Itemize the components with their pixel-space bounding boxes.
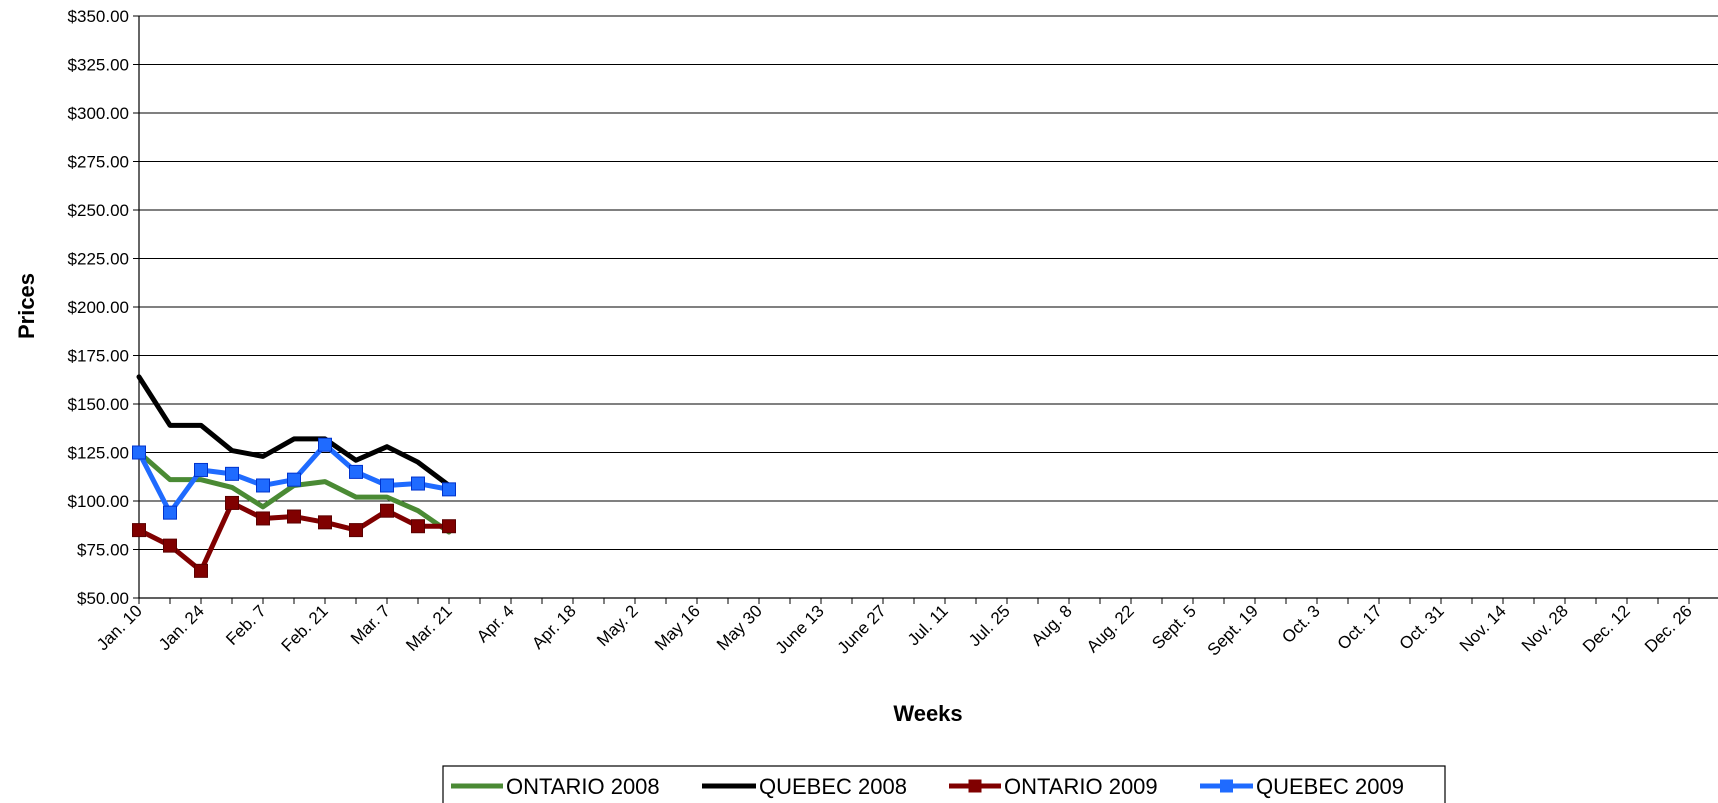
data-point-ontario-2009 — [287, 509, 301, 524]
legend-label-quebec-2009: QUEBEC 2009 — [1256, 774, 1404, 799]
x-tick-label: Sept. 19 — [1204, 601, 1262, 659]
x-tick-label: Jan. 24 — [155, 601, 208, 654]
x-tick-label: Jul. 11 — [904, 601, 952, 649]
x-tick-label: May 30 — [713, 601, 766, 654]
axes — [133, 15, 1718, 604]
x-axis-tick-labels: Jan. 10 Jan. 24 Feb. 7 Feb. 21 Mar. 7 Mar. 21… — [93, 601, 1696, 659]
x-tick-label: Apr. 18 — [528, 601, 580, 653]
x-tick-label: June 13 — [772, 601, 828, 657]
data-point-quebec-2009 — [132, 445, 146, 460]
y-tick-label: $275.00 — [68, 153, 129, 172]
x-tick-label: Nov. 28 — [1518, 601, 1572, 655]
y-tick-label: $175.00 — [68, 347, 129, 366]
x-tick-label: Oct. 31 — [1396, 601, 1448, 653]
data-point-ontario-2009 — [132, 523, 146, 538]
legend-box — [442, 765, 1446, 803]
x-tick-label: Feb. 21 — [278, 601, 332, 655]
x-tick-label: May. 2 — [593, 601, 642, 650]
x-tick-label: Oct. 3 — [1278, 601, 1324, 647]
data-point-quebec-2009 — [194, 462, 208, 477]
y-tick-label: $75.00 — [77, 541, 129, 560]
y-axis-title: Prices — [14, 273, 39, 339]
y-tick-label: $325.00 — [68, 56, 129, 75]
data-point-ontario-2009 — [163, 538, 177, 553]
x-tick-label: May 16 — [651, 601, 704, 654]
x-tick-label: Dec. 12 — [1579, 601, 1634, 656]
x-tick-label: Dec. 26 — [1641, 601, 1696, 656]
legend-marker-ontario-2009 — [968, 779, 982, 793]
y-tick-label: $150.00 — [68, 395, 129, 414]
x-tick-label: Apr. 4 — [473, 601, 518, 646]
series-lines — [132, 374, 456, 578]
data-point-quebec-2009 — [411, 476, 425, 491]
data-point-quebec-2009 — [318, 437, 332, 452]
gridlines — [139, 15, 1718, 550]
data-point-quebec-2009 — [380, 478, 394, 493]
x-tick-label: Jul. 25 — [965, 601, 1014, 650]
y-tick-label: $225.00 — [68, 250, 129, 269]
x-tick-label: June 27 — [834, 601, 890, 657]
data-point-ontario-2009 — [349, 523, 363, 538]
x-tick-label: Jan. 10 — [93, 601, 146, 654]
legend-label-quebec-2008: QUEBEC 2008 — [759, 774, 907, 799]
data-point-quebec-2009 — [287, 472, 301, 487]
y-tick-label: $100.00 — [68, 492, 129, 511]
y-tick-label: $200.00 — [68, 298, 129, 317]
data-point-quebec-2009 — [256, 478, 270, 493]
y-tick-label: $125.00 — [68, 444, 129, 463]
data-point-ontario-2009 — [225, 495, 239, 510]
data-point-ontario-2009 — [380, 503, 394, 518]
data-point-ontario-2009 — [442, 519, 456, 534]
x-tick-label: Mar. 7 — [347, 601, 394, 648]
x-tick-label: Aug. 8 — [1028, 601, 1076, 649]
legend-marker-quebec-2009 — [1220, 779, 1233, 793]
data-point-ontario-2009 — [411, 519, 425, 534]
data-point-quebec-2009 — [442, 482, 456, 497]
y-tick-label: $350.00 — [68, 7, 129, 26]
data-point-quebec-2009 — [225, 466, 239, 481]
data-point-ontario-2009 — [256, 511, 270, 526]
y-tick-label: $300.00 — [68, 104, 129, 123]
x-axis-title: Weeks — [893, 701, 962, 726]
x-tick-label: Feb. 7 — [222, 601, 270, 649]
x-tick-label: Aug. 22 — [1083, 601, 1138, 656]
series-line-quebec-2008 — [136, 374, 452, 488]
legend: ONTARIO 2008 QUEBEC 2008 ONTARIO 2009 QUEBE… — [442, 765, 1446, 803]
data-point-ontario-2009 — [318, 515, 332, 530]
x-tick-label: Mar. 21 — [402, 601, 456, 655]
y-tick-label: $50.00 — [77, 589, 129, 608]
legend-label-ontario-2008: ONTARIO 2008 — [506, 774, 660, 799]
x-tick-label: Oct. 17 — [1334, 601, 1386, 653]
data-point-ontario-2009 — [194, 563, 208, 578]
x-tick-label: Sept. 5 — [1148, 601, 1200, 653]
y-tick-label: $250.00 — [68, 201, 129, 220]
legend-label-ontario-2009: ONTARIO 2009 — [1004, 774, 1158, 799]
data-point-quebec-2009 — [163, 505, 177, 520]
x-tick-label: Nov. 14 — [1456, 601, 1510, 655]
y-axis-tick-labels: $50.00 $75.00 $100.00 $125.00 $150.00 $175.00… — [68, 7, 129, 608]
data-point-quebec-2009 — [349, 464, 363, 479]
